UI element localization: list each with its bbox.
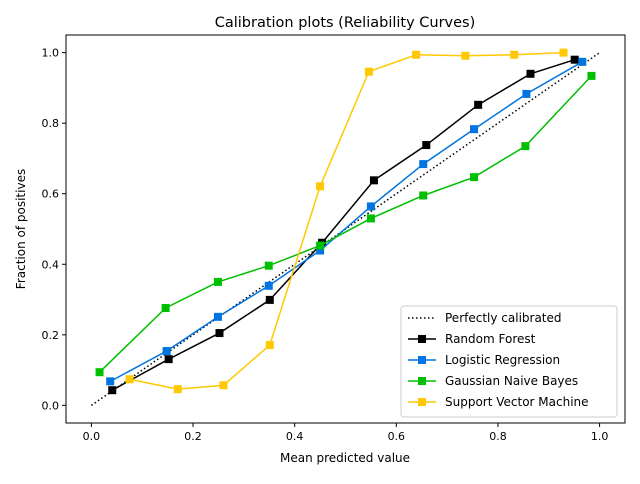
legend-marker-logistic-regression: [418, 356, 426, 364]
data-point-random-forest: [215, 329, 224, 338]
data-point-random-forest: [369, 176, 378, 185]
data-point-gaussian-naive-bayes: [366, 214, 375, 223]
data-point-support-vector-machine: [219, 381, 228, 390]
x-tick-label: 0.0: [83, 430, 101, 443]
legend-label-gaussian-naive-bayes: Gaussian Naive Bayes: [445, 374, 578, 388]
legend-marker-gaussian-naive-bayes: [418, 377, 426, 385]
data-point-support-vector-machine: [412, 50, 421, 59]
legend-box: [400, 305, 618, 418]
data-point-support-vector-machine: [559, 48, 568, 57]
x-tick-label: 1.0: [591, 430, 609, 443]
legend-label-logistic-regression: Logistic Regression: [445, 353, 560, 367]
data-point-support-vector-machine: [316, 182, 325, 191]
series-line-random-forest: [111, 58, 575, 391]
legend-label-perfectly-calibrated: Perfectly calibrated: [445, 311, 562, 325]
x-tick-label: 0.2: [184, 430, 202, 443]
data-point-random-forest: [108, 386, 117, 395]
data-point-gaussian-naive-bayes: [419, 191, 428, 200]
data-point-gaussian-naive-bayes: [213, 277, 222, 286]
series-line-support-vector-machine: [129, 51, 564, 390]
y-tick-label: 1.0: [42, 47, 60, 60]
data-point-logistic-regression: [522, 89, 531, 98]
data-point-support-vector-machine: [364, 67, 373, 76]
data-point-random-forest: [474, 100, 483, 109]
data-point-random-forest: [265, 295, 274, 304]
legend: Perfectly calibrated Random Forest Logisti…: [400, 305, 618, 418]
y-tick-label: 0.2: [42, 329, 60, 342]
data-point-logistic-regression: [316, 246, 325, 255]
legend-label-support-vector-machine: Support Vector Machine: [445, 395, 589, 409]
data-point-logistic-regression: [578, 57, 587, 66]
data-point-logistic-regression: [106, 377, 115, 386]
data-point-gaussian-naive-bayes: [521, 142, 530, 151]
data-point-logistic-regression: [213, 312, 222, 321]
data-point-random-forest: [164, 355, 173, 364]
legend-marker-support-vector-machine: [418, 398, 426, 406]
data-point-logistic-regression: [366, 202, 375, 211]
legend-label-random-forest: Random Forest: [445, 332, 536, 346]
series-line-gaussian-naive-bayes: [99, 75, 593, 373]
y-tick-label: 0.0: [42, 399, 60, 412]
plot-frame: [65, 34, 626, 424]
data-point-logistic-regression: [419, 160, 428, 169]
data-point-logistic-regression: [264, 281, 273, 290]
chart-marks: [90, 48, 601, 406]
chart-title: Calibration plots (Reliability Curves): [215, 15, 476, 31]
data-point-gaussian-naive-bayes: [95, 368, 104, 377]
axis-ticks: 0.0 0.2 0.4 0.6 0.8 1.0 0.0 0.2 0.4 0.6 0.8 1.0: [42, 47, 609, 443]
data-point-random-forest: [526, 69, 535, 78]
y-tick-label: 0.6: [42, 188, 60, 201]
legend-marker-random-forest: [418, 335, 426, 343]
data-point-logistic-regression: [162, 347, 171, 356]
data-point-support-vector-machine: [510, 50, 519, 59]
data-point-support-vector-machine: [125, 375, 134, 384]
x-tick-label: 0.6: [388, 430, 406, 443]
y-axis-label: Fraction of positives: [14, 169, 28, 289]
data-point-gaussian-naive-bayes: [161, 304, 170, 313]
data-point-gaussian-naive-bayes: [470, 173, 479, 182]
data-point-random-forest: [422, 141, 431, 150]
x-axis-label: Mean predicted value: [280, 451, 410, 465]
data-point-support-vector-machine: [173, 385, 182, 394]
x-tick-label: 0.4: [286, 430, 304, 443]
y-tick-label: 0.8: [42, 117, 60, 130]
data-point-random-forest: [570, 55, 579, 64]
data-point-support-vector-machine: [461, 51, 470, 60]
data-point-logistic-regression: [470, 125, 479, 134]
data-point-support-vector-machine: [265, 341, 274, 350]
y-tick-label: 0.4: [42, 258, 60, 271]
data-point-gaussian-naive-bayes: [587, 71, 596, 80]
data-point-gaussian-naive-bayes: [316, 241, 325, 250]
series-line-logistic-regression: [109, 61, 583, 383]
data-point-gaussian-naive-bayes: [264, 261, 273, 270]
x-tick-label: 0.8: [489, 430, 507, 443]
